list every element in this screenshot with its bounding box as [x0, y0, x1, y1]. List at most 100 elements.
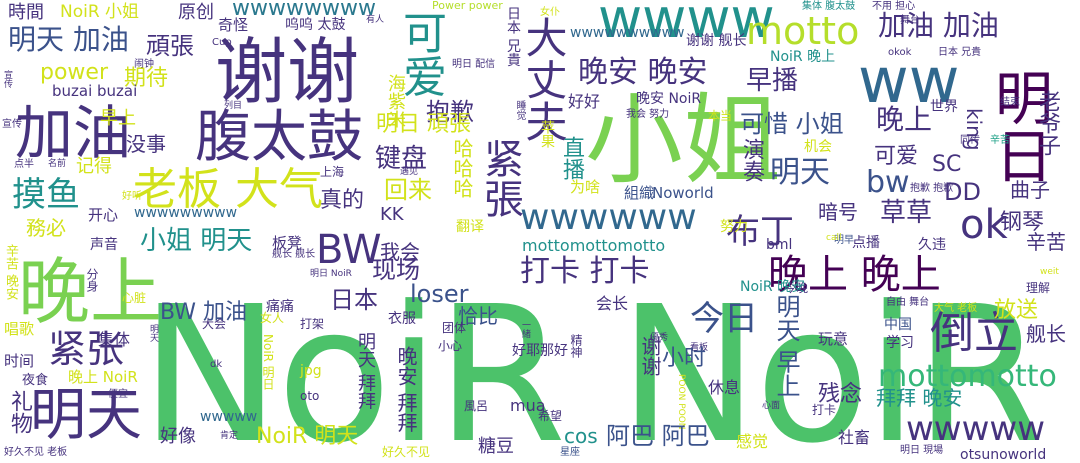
word: buzai buzai — [52, 82, 138, 100]
word: 感觉 — [736, 432, 769, 451]
word: 回来 — [384, 176, 432, 204]
word: 今日 — [690, 299, 758, 339]
word: 曲子 — [1010, 178, 1050, 202]
word: 舰长 — [1026, 322, 1066, 346]
word: 大气 老板 — [934, 303, 978, 314]
word: NoiR 明日 — [261, 334, 275, 390]
word: 拜拜 晚安 — [876, 386, 963, 410]
word: 紧張 — [477, 138, 523, 218]
word: wwwwwwww — [232, 0, 376, 21]
word: 开心 — [88, 206, 119, 224]
word: 心脏 — [122, 291, 147, 305]
word: 中国 — [884, 317, 912, 333]
word: loser — [410, 280, 469, 308]
word: 晚上 NoiR — [68, 368, 138, 386]
word: bw — [866, 165, 910, 200]
word: 时间 — [4, 352, 35, 370]
word: 分身 — [85, 268, 99, 292]
word: call — [826, 233, 842, 243]
word: 学习 — [886, 335, 914, 351]
word: 集体 腹太鼓 — [802, 1, 856, 12]
word: 舰长 舰长 — [272, 249, 316, 260]
word: 痛痛 — [266, 299, 294, 315]
word: 打卡 — [812, 403, 837, 417]
word: 紧张 — [48, 327, 125, 371]
word: mua — [510, 396, 546, 415]
word: 女人 — [260, 311, 285, 325]
word: 明日 頑張 — [376, 112, 471, 137]
word: 早播 — [746, 66, 799, 96]
word: DD — [944, 178, 981, 206]
word: 钢琴 — [1000, 210, 1045, 235]
word: 好耶那好 — [512, 343, 568, 359]
word: 玩意 — [818, 330, 849, 348]
word: 为啥 — [570, 178, 601, 196]
word: 暗号 — [818, 200, 858, 224]
word: 女仆 — [540, 7, 560, 18]
word: 精神 — [569, 334, 583, 358]
word: 明天 — [30, 383, 142, 448]
word: 日本 — [330, 286, 378, 314]
word: 明日 — [985, 68, 1053, 184]
word: 宣传 — [2, 70, 12, 88]
word: 夜食 — [22, 373, 49, 388]
word: 海紫米 — [385, 74, 406, 128]
word: wwwwwwwwww — [570, 25, 685, 41]
word: 好听 — [122, 191, 142, 202]
word: king — [962, 108, 986, 151]
word: 记得 — [76, 156, 112, 177]
word: 好久不见 — [382, 445, 431, 459]
word: 休息 — [708, 378, 741, 397]
word: 久违 — [918, 237, 946, 253]
word: 键盘 — [375, 144, 428, 174]
word: 優秀 — [650, 333, 669, 343]
word: Power power — [432, 0, 503, 12]
word: 務必 — [26, 216, 66, 240]
word: 明早 — [834, 235, 854, 246]
word: 机会 — [804, 139, 832, 155]
word: 明日 配信 — [452, 59, 496, 70]
word: 努力 — [720, 219, 748, 235]
word: 舞台 — [900, 15, 920, 26]
word: 期待 — [124, 66, 169, 91]
word: 放送 — [994, 298, 1039, 323]
word: 明日 NoiR — [310, 269, 352, 279]
word: 声音 — [90, 237, 118, 253]
word: 结束 — [1000, 97, 1020, 108]
word: NoiR 晚上 — [770, 49, 836, 65]
word: NoiR 明天 — [256, 424, 359, 449]
word: 演奏 — [739, 138, 764, 182]
word: wwwww — [906, 409, 1046, 449]
word: 辛苦 — [990, 135, 1010, 146]
word: 小时 — [662, 346, 707, 371]
word: 明日 現場 — [900, 445, 944, 456]
word: 理解 — [1026, 281, 1051, 295]
word: 抱歉 抱歉 — [910, 183, 954, 194]
word: 衣服 — [388, 311, 416, 327]
word: 明天 早上 — [772, 294, 800, 398]
word: jpg — [300, 363, 322, 379]
word: 本当 — [708, 109, 733, 123]
word: 星座 — [560, 447, 580, 458]
word: 遇见 — [400, 167, 419, 177]
word: 团体 — [442, 321, 467, 335]
word: 便宜 — [108, 389, 128, 400]
word: 列目 — [224, 101, 243, 111]
word: 大会 — [202, 317, 227, 331]
word: 希望 — [538, 409, 563, 423]
word: 会长 — [596, 294, 629, 313]
word: NoiR 晚安 — [740, 279, 806, 295]
word: KK — [380, 204, 404, 225]
word: 大丈夫 — [519, 16, 568, 142]
word: 組織 — [624, 184, 655, 202]
word: power — [40, 60, 108, 85]
word: 上海 — [320, 165, 345, 179]
word: NoiR NoiR — [140, 266, 1045, 463]
word: 加油 加油 — [878, 9, 999, 42]
word: 好像 — [160, 426, 196, 447]
word: 晚上 — [876, 103, 933, 136]
word: 点半 — [14, 159, 34, 170]
word: 辛苦 — [1026, 230, 1066, 254]
word: 直播 — [559, 136, 584, 180]
